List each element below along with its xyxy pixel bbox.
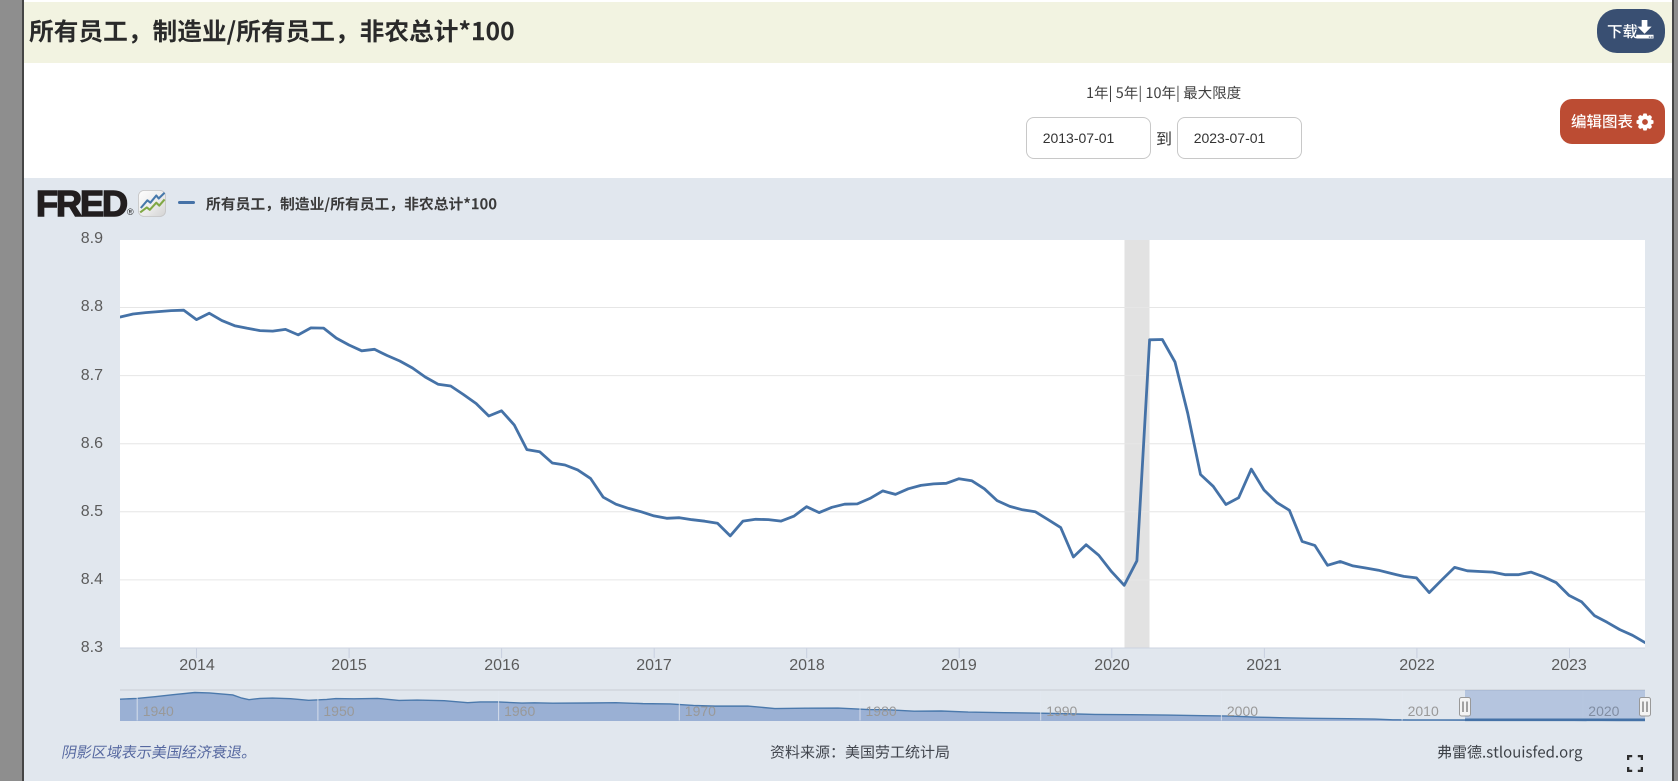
svg-text:1970: 1970	[685, 703, 716, 719]
svg-text:1950: 1950	[323, 703, 354, 719]
svg-text:1960: 1960	[504, 703, 535, 719]
svg-text:2000: 2000	[1227, 703, 1258, 719]
svg-text:1990: 1990	[1046, 703, 1077, 719]
svg-text:2010: 2010	[1408, 703, 1439, 719]
svg-text:2020: 2020	[1588, 703, 1619, 719]
svg-text:1980: 1980	[866, 703, 897, 719]
svg-text:1940: 1940	[143, 703, 174, 719]
